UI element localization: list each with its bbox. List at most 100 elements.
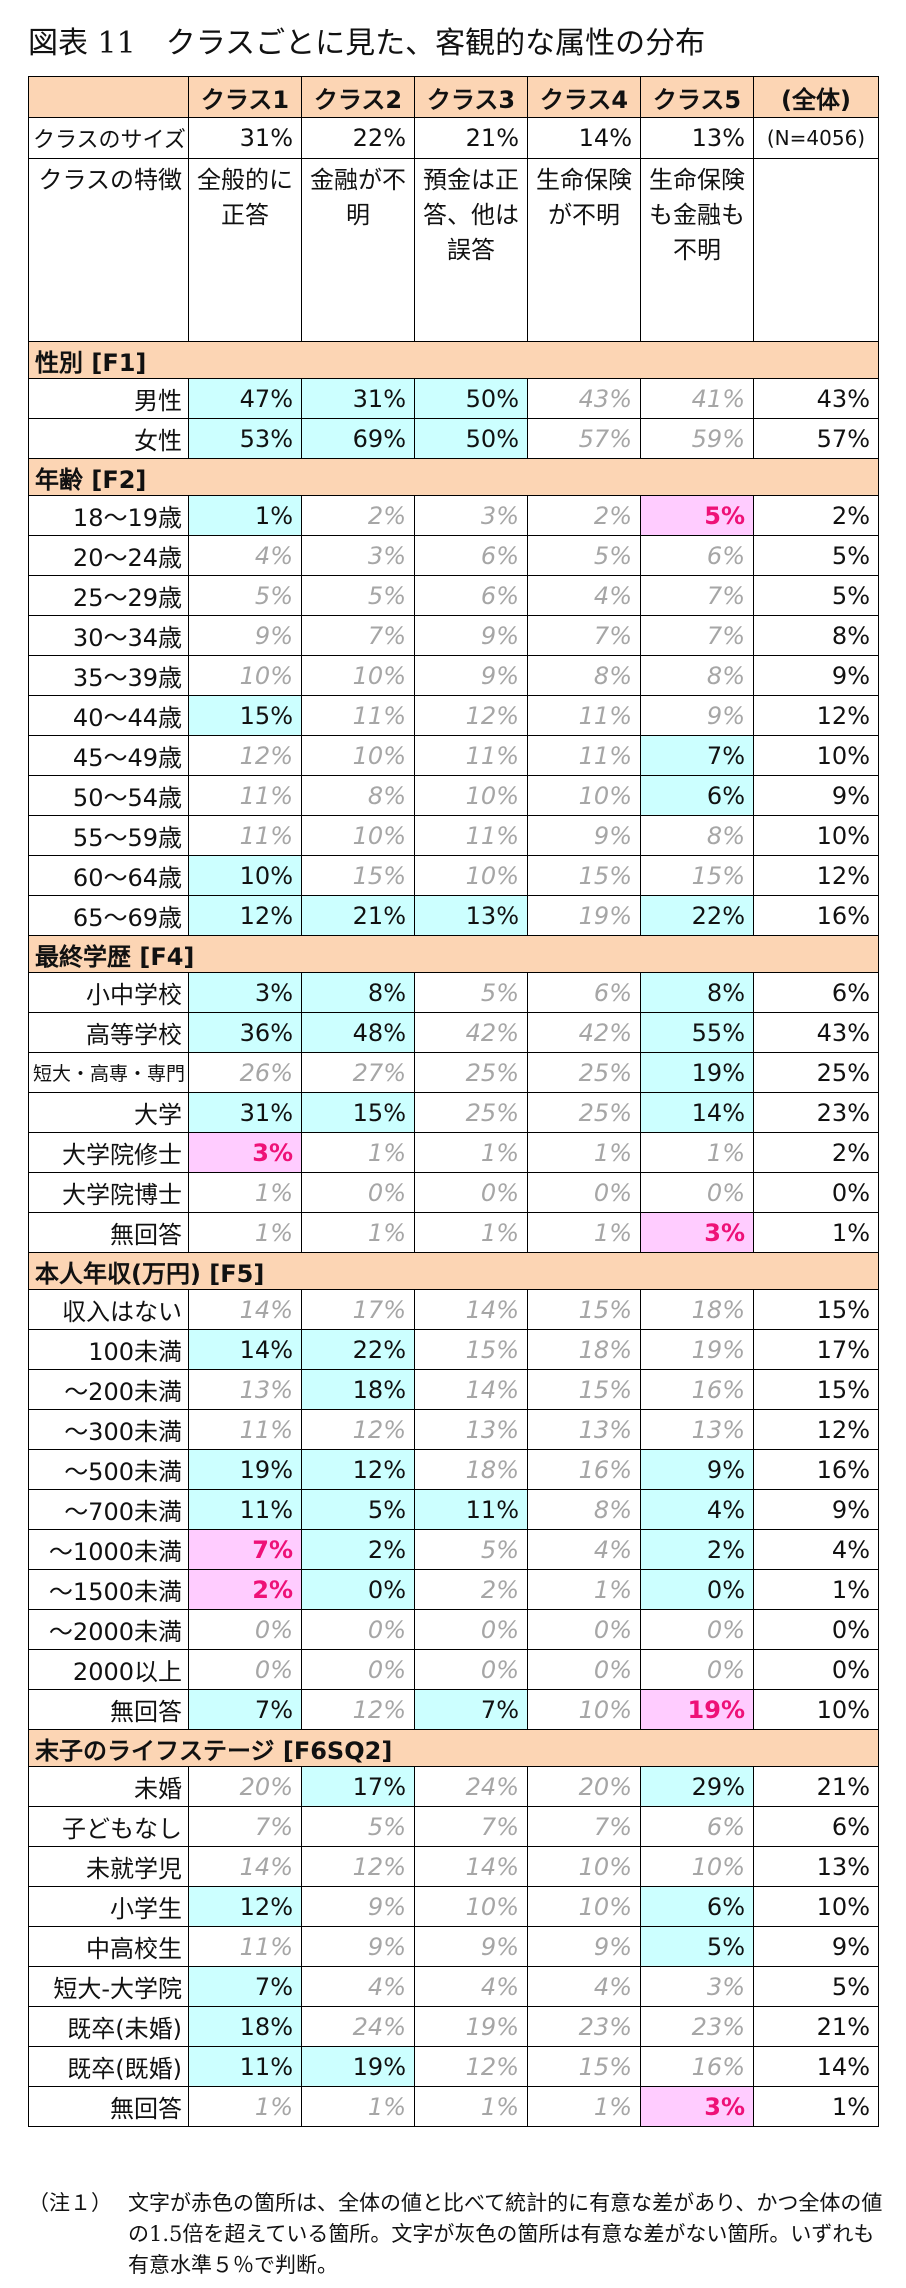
section-title: 年齢 [F2] <box>28 458 879 496</box>
value-cell: 15% <box>414 1329 528 1370</box>
total-value-cell: 0% <box>753 1649 879 1690</box>
value-cell: 0% <box>188 1609 302 1650</box>
class-size-label: クラスのサイズ <box>28 117 189 159</box>
value-cell: 11% <box>527 695 641 736</box>
total-value-cell: 14% <box>753 2046 879 2087</box>
section-title: 最終学歴 [F4] <box>28 935 879 973</box>
total-value-cell: 12% <box>753 695 879 736</box>
row-label: ～200未満 <box>28 1369 189 1410</box>
class-feature-text: 生命保険が不明 <box>527 158 641 342</box>
value-cell: 4% <box>414 1966 528 2007</box>
table-row: 小中学校 3% 8% 5% 6% 8% 6% <box>28 972 879 1013</box>
value-cell: 17% <box>301 1766 415 1807</box>
value-cell: 9% <box>301 1926 415 1967</box>
value-cell: 1% <box>527 2086 641 2127</box>
total-value-cell: 0% <box>753 1172 879 1213</box>
value-cell: 25% <box>414 1052 528 1093</box>
total-value-cell: 8% <box>753 615 879 656</box>
value-cell: 24% <box>414 1766 528 1807</box>
total-value-cell: 9% <box>753 775 879 816</box>
value-cell: 19% <box>640 1689 754 1730</box>
value-cell: 8% <box>301 775 415 816</box>
value-cell: 18% <box>640 1289 754 1330</box>
figure-title: 図表 11 クラスごとに見た、客観的な属性の分布 <box>28 26 706 61</box>
value-cell: 1% <box>188 495 302 536</box>
value-cell: 3% <box>188 1132 302 1173</box>
value-cell: 10% <box>188 855 302 896</box>
row-label: 40～44歳 <box>28 695 189 736</box>
value-cell: 5% <box>640 1926 754 1967</box>
row-label: 子どもなし <box>28 1806 189 1847</box>
total-value-cell: 13% <box>753 1846 879 1887</box>
table-row: ～300未満 11% 12% 13% 13% 13% 12% <box>28 1409 879 1450</box>
value-cell: 13% <box>414 895 528 936</box>
value-cell: 12% <box>301 1449 415 1490</box>
value-cell: 7% <box>640 735 754 776</box>
value-cell: 16% <box>640 2046 754 2087</box>
value-cell: 11% <box>414 735 528 776</box>
value-cell: 20% <box>188 1766 302 1807</box>
row-label: 2000以上 <box>28 1649 189 1690</box>
value-cell: 1% <box>640 1132 754 1173</box>
value-cell: 18% <box>414 1449 528 1490</box>
value-cell: 16% <box>527 1449 641 1490</box>
row-label: 大学院修士 <box>28 1132 189 1173</box>
value-cell: 16% <box>640 1369 754 1410</box>
total-value-cell: 9% <box>753 655 879 696</box>
row-label: 小学生 <box>28 1886 189 1927</box>
value-cell: 14% <box>188 1329 302 1370</box>
value-cell: 11% <box>188 1409 302 1450</box>
value-cell: 6% <box>414 535 528 576</box>
value-cell: 55% <box>640 1012 754 1053</box>
row-label: 未就学児 <box>28 1846 189 1887</box>
row-label: 中高校生 <box>28 1926 189 1967</box>
section-title: 末子のライフステージ [F6SQ2] <box>28 1729 879 1767</box>
value-cell: 13% <box>188 1369 302 1410</box>
value-cell: 4% <box>527 1529 641 1570</box>
value-cell: 0% <box>527 1649 641 1690</box>
row-label: ～500未満 <box>28 1449 189 1490</box>
value-cell: 50% <box>414 378 528 419</box>
value-cell: 9% <box>188 615 302 656</box>
value-cell: 14% <box>414 1846 528 1887</box>
value-cell: 15% <box>301 1092 415 1133</box>
value-cell: 10% <box>414 1886 528 1927</box>
value-cell: 0% <box>188 1649 302 1690</box>
value-cell: 1% <box>301 1132 415 1173</box>
value-cell: 3% <box>414 495 528 536</box>
value-cell: 17% <box>301 1289 415 1330</box>
table-row: 55～59歳 11% 10% 11% 9% 8% 10% <box>28 815 879 856</box>
value-cell: 5% <box>527 535 641 576</box>
value-cell: 59% <box>640 418 754 459</box>
value-cell: 3% <box>640 1212 754 1253</box>
table-row: 65～69歳 12% 21% 13% 19% 22% 16% <box>28 895 879 936</box>
value-cell: 5% <box>640 495 754 536</box>
value-cell: 1% <box>414 2086 528 2127</box>
value-cell: 10% <box>301 815 415 856</box>
value-cell: 9% <box>640 1449 754 1490</box>
value-cell: 11% <box>414 815 528 856</box>
table-row: 既卒(既婚) 11% 19% 12% 15% 16% 14% <box>28 2046 879 2087</box>
row-label: 大学 <box>28 1092 189 1133</box>
value-cell: 0% <box>640 1172 754 1213</box>
total-value-cell: 10% <box>753 1689 879 1730</box>
value-cell: 15% <box>527 855 641 896</box>
value-cell: 7% <box>301 615 415 656</box>
total-value-cell: 1% <box>753 1212 879 1253</box>
value-cell: 0% <box>301 1649 415 1690</box>
value-cell: 11% <box>414 1489 528 1530</box>
row-label: 30～34歳 <box>28 615 189 656</box>
row-label: ～700未満 <box>28 1489 189 1530</box>
value-cell: 29% <box>640 1766 754 1807</box>
value-cell: 27% <box>301 1052 415 1093</box>
value-cell: 11% <box>301 695 415 736</box>
total-value-cell: 4% <box>753 1529 879 1570</box>
value-cell: 0% <box>414 1649 528 1690</box>
value-cell: 11% <box>188 815 302 856</box>
table-row: 20～24歳 4% 3% 6% 5% 6% 5% <box>28 535 879 576</box>
value-cell: 11% <box>188 2046 302 2087</box>
value-cell: 50% <box>414 418 528 459</box>
row-label: ～1000未満 <box>28 1529 189 1570</box>
value-cell: 0% <box>640 1609 754 1650</box>
value-cell: 0% <box>640 1569 754 1610</box>
